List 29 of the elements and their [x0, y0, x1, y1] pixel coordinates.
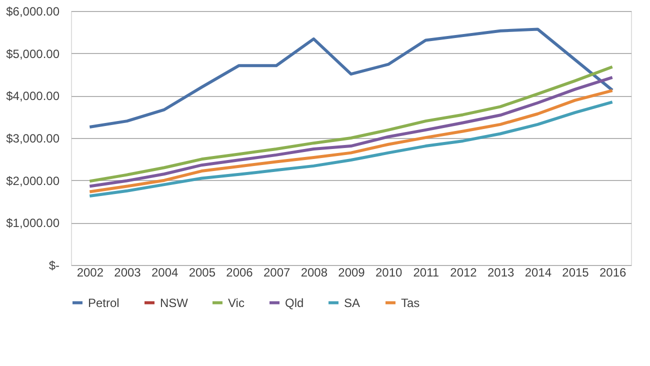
x-tick-label: 2014	[524, 266, 552, 280]
y-tick-label: $1,000.00	[6, 216, 60, 230]
y-tick-label: $2,000.00	[6, 174, 60, 188]
x-tick-label: 2005	[188, 266, 216, 280]
x-tick-label: 2016	[599, 266, 627, 280]
x-tick-label: 2008	[300, 266, 328, 280]
legend-label: Petrol	[88, 296, 120, 310]
legend-label: Tas	[401, 296, 420, 310]
x-tick-label: 2002	[76, 266, 104, 280]
x-tick-label: 2012	[450, 266, 478, 280]
x-tick-label: 2010	[375, 266, 403, 280]
x-tick-label: 2006	[226, 266, 254, 280]
y-tick-label: $5,000.00	[6, 46, 60, 61]
line-series	[88, 28, 614, 128]
x-tick-label: 2013	[487, 266, 515, 280]
x-tick-label: 2004	[151, 266, 179, 280]
x-tick-label: 2011	[413, 266, 440, 280]
x-tick-label: 2009	[338, 266, 366, 280]
y-tick-label: $6,000.00	[6, 4, 60, 18]
legend-label: Qld	[285, 296, 304, 310]
x-tick-label: 2015	[562, 266, 590, 280]
y-tick-label: $3,000.00	[6, 132, 60, 146]
y-tick-label: $4,000.00	[6, 89, 60, 104]
x-tick-label: 2003	[114, 266, 142, 280]
legend-label: Vic	[228, 296, 244, 310]
legend-label: SA	[344, 296, 360, 310]
y-tick-label: $-	[48, 258, 60, 272]
x-tick-label: 2007	[263, 266, 291, 280]
legend-label: NSW	[160, 296, 189, 310]
